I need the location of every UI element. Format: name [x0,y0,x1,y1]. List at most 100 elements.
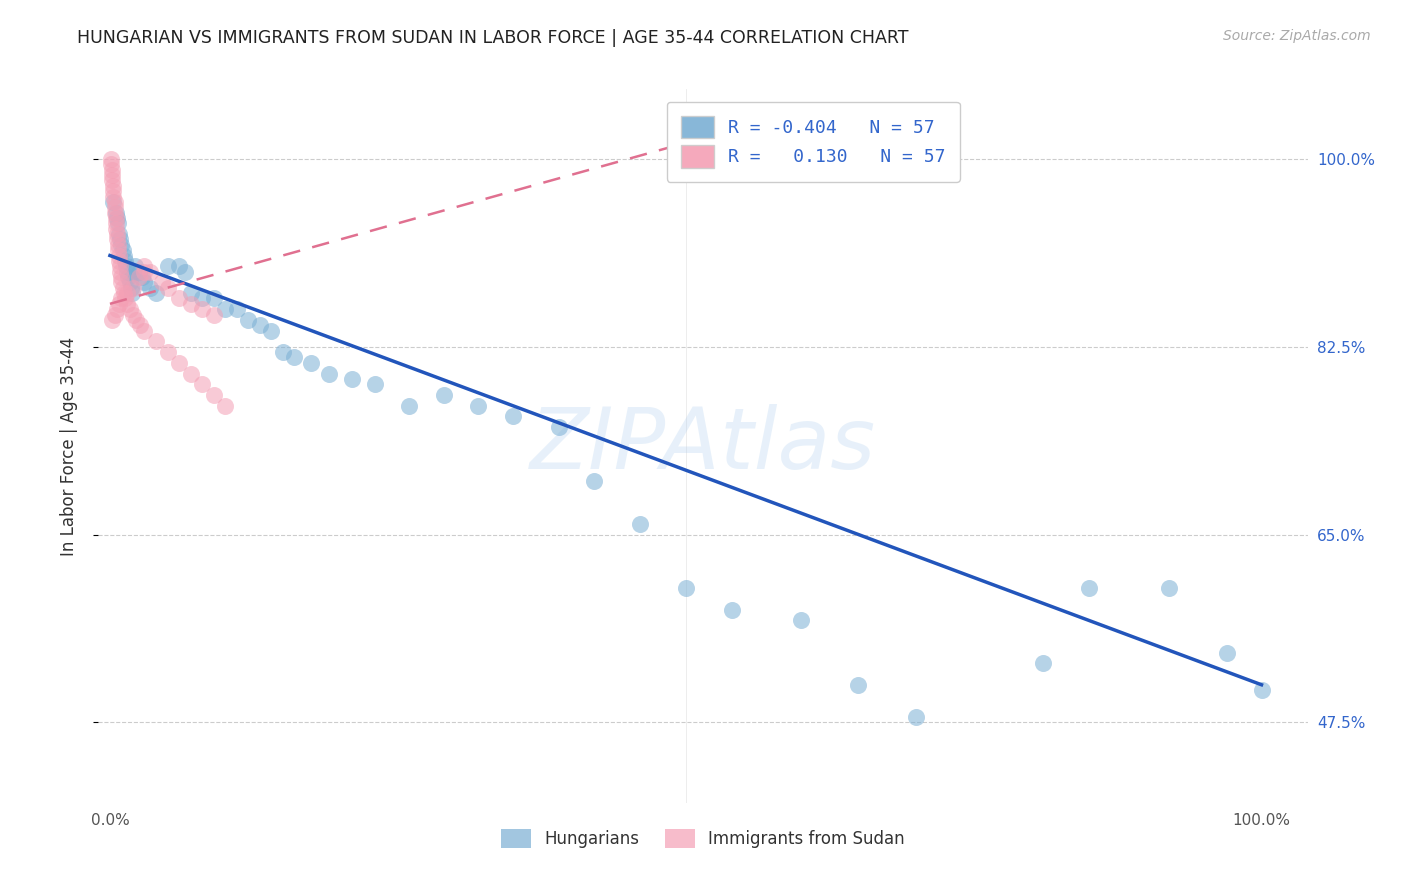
Point [145,334,167,349]
Point [582,474,605,488]
Point [115,265,138,279]
Point [115,297,138,311]
Point [104,205,127,219]
Point [1032,657,1054,671]
Point [180,367,202,381]
Point [167,292,190,306]
Point [111,243,134,257]
Y-axis label: In Labor Force | Age 35-44: In Labor Force | Age 35-44 [59,336,77,556]
Point [128,270,150,285]
Point [105,302,128,317]
Point [128,318,150,333]
Point [108,297,131,311]
Point [214,399,236,413]
Point [101,313,124,327]
Point [905,710,928,724]
Point [1250,683,1272,698]
Point [107,243,129,257]
Point [101,162,124,177]
Point [340,372,363,386]
Point [110,259,132,273]
Point [103,200,125,214]
Text: ZIPAtlas: ZIPAtlas [530,404,876,488]
Point [156,259,179,273]
Point [125,313,148,327]
Point [122,281,145,295]
Point [112,248,135,262]
Point [398,399,420,413]
Point [114,292,136,306]
Point [114,253,136,268]
Point [112,286,135,301]
Point [191,292,214,306]
Point [103,184,125,198]
Point [225,302,247,317]
Point [790,613,813,627]
Point [103,308,125,322]
Point [122,308,145,322]
Point [120,281,142,295]
Point [100,152,122,166]
Point [128,265,150,279]
Point [107,216,129,230]
Point [103,205,125,219]
Point [301,356,323,370]
Text: HUNGARIAN VS IMMIGRANTS FROM SUDAN IN LABOR FORCE | AGE 35-44 CORRELATION CHART: HUNGARIAN VS IMMIGRANTS FROM SUDAN IN LA… [77,29,908,46]
Point [1216,646,1239,660]
Point [101,173,124,187]
Point [110,237,132,252]
Point [202,388,225,402]
Point [167,259,190,273]
Point [848,678,870,692]
Point [110,276,132,290]
Point [131,270,153,285]
Point [118,302,141,317]
Point [134,259,156,273]
Text: Source: ZipAtlas.com: Source: ZipAtlas.com [1223,29,1371,43]
Point [720,602,742,616]
Point [191,302,214,317]
Point [110,270,132,285]
Point [134,276,156,290]
Point [105,232,128,246]
Point [202,308,225,322]
Point [156,281,179,295]
Point [104,211,127,225]
Point [150,276,173,290]
Point [121,286,143,301]
Point [145,286,167,301]
Point [180,286,202,301]
Point [202,292,225,306]
Point [236,313,259,327]
Point [260,324,283,338]
Point [105,227,128,241]
Point [318,367,340,381]
Point [101,168,124,182]
Point [117,270,139,285]
Legend: Hungarians, Immigrants from Sudan: Hungarians, Immigrants from Sudan [495,822,911,855]
Point [105,211,128,225]
Point [104,221,127,235]
Point [108,253,131,268]
Point [167,356,190,370]
Point [110,232,132,246]
Point [134,324,156,338]
Point [467,399,489,413]
Point [103,178,125,193]
Point [173,265,195,279]
Point [115,286,138,301]
Point [103,189,125,203]
Point [548,420,571,434]
Point [191,377,214,392]
Point [134,265,156,279]
Point [124,259,146,273]
Point [156,345,179,359]
Point [107,237,129,252]
Point [1077,581,1099,595]
Point [115,259,138,273]
Point [283,351,305,365]
Point [103,194,125,209]
Point [118,276,141,290]
Point [139,265,162,279]
Point [180,297,202,311]
